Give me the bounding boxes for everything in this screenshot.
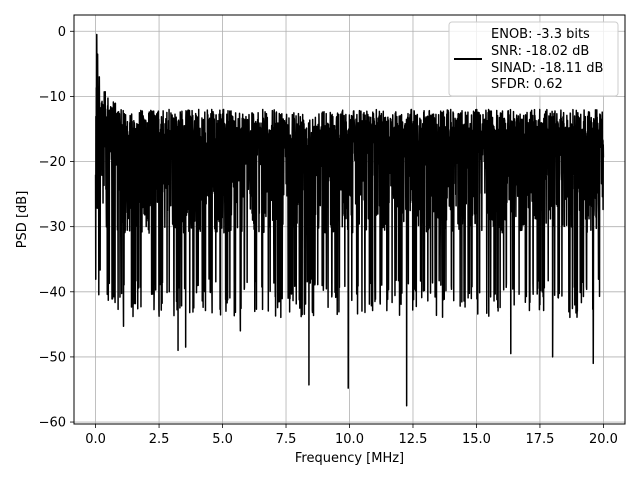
x-axis-label: Frequency [MHz] bbox=[295, 451, 404, 466]
legend-entry-sinad: SINAD: -18.11 dB bbox=[491, 61, 603, 76]
y-axis-label: PSD [dB] bbox=[15, 191, 30, 249]
legend-entry-sfdr: SFDR: 0.62 bbox=[491, 77, 563, 92]
y-tick-label: −20 bbox=[39, 155, 66, 170]
y-tick-label: −30 bbox=[39, 220, 66, 235]
plot-area bbox=[94, 33, 605, 407]
legend-box bbox=[448, 21, 619, 97]
y-tick-label: −40 bbox=[39, 285, 66, 300]
x-tick-label: 17.5 bbox=[525, 432, 554, 447]
y-tick-label: −50 bbox=[39, 350, 66, 365]
psd-series-line bbox=[94, 33, 605, 407]
x-tick-label: 7.5 bbox=[276, 432, 297, 447]
x-tick-label: 0.0 bbox=[85, 432, 106, 447]
legend: ENOB: -3.3 bits SNR: -18.02 dB SINAD: -1… bbox=[448, 21, 619, 97]
y-axis-ticks: 0 −10 −20 −30 −40 −50 −60 bbox=[39, 25, 74, 431]
x-tick-label: 20.0 bbox=[589, 432, 618, 447]
x-tick-label: 10.0 bbox=[335, 432, 364, 447]
legend-entry-snr: SNR: -18.02 dB bbox=[491, 44, 589, 59]
x-tick-label: 15.0 bbox=[462, 432, 491, 447]
y-tick-label: −10 bbox=[39, 90, 66, 105]
y-tick-label: −60 bbox=[39, 416, 66, 431]
y-tick-label: 0 bbox=[58, 25, 66, 40]
x-axis-ticks: 0.0 2.5 5.0 7.5 10.0 12.5 15.0 17.5 20.0 bbox=[85, 424, 618, 447]
x-tick-label: 12.5 bbox=[399, 432, 428, 447]
x-tick-label: 2.5 bbox=[149, 432, 170, 447]
x-tick-label: 5.0 bbox=[212, 432, 233, 447]
legend-entry-enob: ENOB: -3.3 bits bbox=[491, 27, 590, 42]
